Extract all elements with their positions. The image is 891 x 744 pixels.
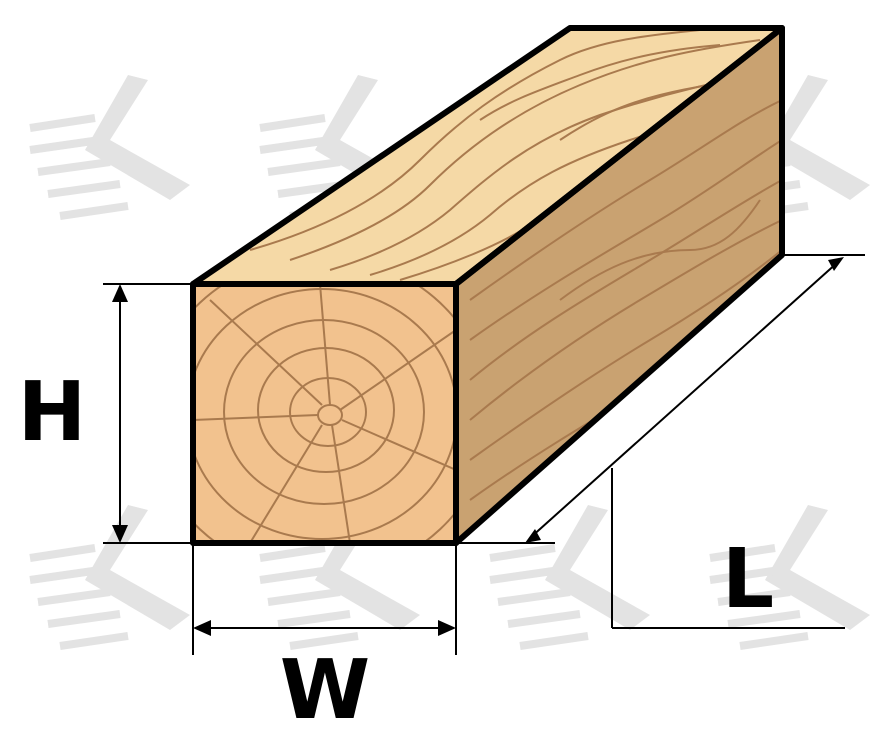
end-grain-rings xyxy=(193,284,456,543)
k-logo-watermark-icon xyxy=(490,505,650,646)
height-label: H xyxy=(18,365,87,460)
side-grain xyxy=(469,99,782,531)
k-logo-watermark-icon xyxy=(30,75,190,216)
width-label: W xyxy=(280,643,370,738)
side-face xyxy=(456,28,782,543)
top-face xyxy=(193,28,782,284)
length-label: L xyxy=(722,532,774,627)
k-logo-watermark-icon xyxy=(30,505,190,646)
dimension-arrows xyxy=(112,257,844,636)
dimension-lines xyxy=(103,254,865,655)
